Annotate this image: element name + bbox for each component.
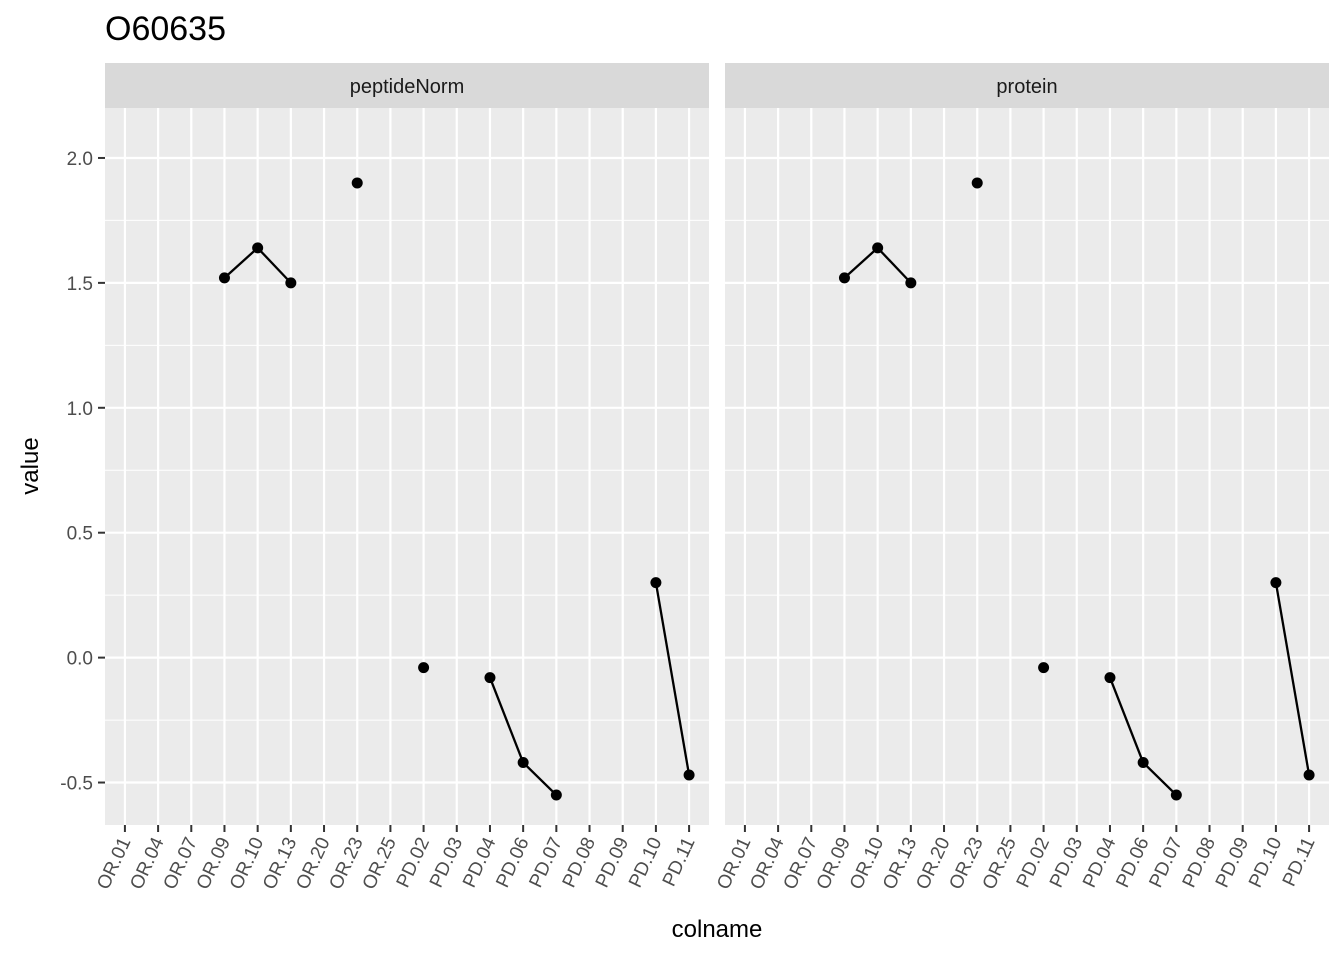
panel-background xyxy=(105,108,709,825)
data-point xyxy=(517,757,529,769)
series-line-segment xyxy=(488,677,525,763)
series-line-segment xyxy=(522,761,558,796)
data-point xyxy=(683,769,695,781)
data-point xyxy=(550,789,562,801)
data-point xyxy=(1170,789,1182,801)
data-point xyxy=(418,662,430,674)
y-tick-label: 1.0 xyxy=(67,399,93,420)
facet-panels: peptideNormOR.01OR.04OR.07OR.09OR.10OR.1… xyxy=(93,63,1329,893)
data-point xyxy=(484,672,496,684)
data-point xyxy=(1270,577,1282,589)
facet-panel-peptideNorm: peptideNormOR.01OR.04OR.07OR.09OR.10OR.1… xyxy=(93,63,709,893)
series-line-segment xyxy=(843,247,879,279)
facet-panel-protein: proteinOR.01OR.04OR.07OR.09OR.10OR.13OR.… xyxy=(713,63,1329,893)
x-axis-title: colname xyxy=(672,916,763,943)
data-point xyxy=(872,242,884,254)
data-point xyxy=(905,277,917,289)
series-line-segment xyxy=(1142,761,1178,796)
data-point xyxy=(971,177,983,189)
panel-background xyxy=(725,108,1329,825)
data-point xyxy=(285,277,297,289)
series-line-segment xyxy=(223,247,259,279)
y-axis: -0.5 0.0 0.5 1.0 1.5 2.0 xyxy=(60,149,105,795)
data-point xyxy=(351,177,363,189)
series-line-segment xyxy=(876,247,912,284)
y-tick-label: 0.5 xyxy=(67,524,93,545)
data-point xyxy=(1104,672,1116,684)
y-tick-label: 2.0 xyxy=(67,149,93,170)
facet-strip-label: peptideNorm xyxy=(350,76,465,98)
series-line-segment xyxy=(654,582,691,776)
series-line-segment xyxy=(256,247,292,284)
facet-strip xyxy=(725,63,1329,108)
y-axis-title: value xyxy=(17,437,44,494)
series-line-segment xyxy=(1274,582,1311,776)
data-point xyxy=(218,272,230,284)
chart-title: O60635 xyxy=(105,10,226,48)
facet-strip-label: protein xyxy=(996,76,1057,98)
facet-strip xyxy=(105,63,709,108)
data-point xyxy=(1038,662,1050,674)
y-tick-label: -0.5 xyxy=(60,774,93,795)
y-tick-label: 0.0 xyxy=(67,649,93,670)
data-point xyxy=(838,272,850,284)
data-point xyxy=(252,242,264,254)
data-point xyxy=(1303,769,1315,781)
y-tick-label: 1.5 xyxy=(67,274,93,295)
data-point xyxy=(1137,757,1149,769)
data-point xyxy=(650,577,662,589)
series-line-segment xyxy=(1108,677,1145,763)
